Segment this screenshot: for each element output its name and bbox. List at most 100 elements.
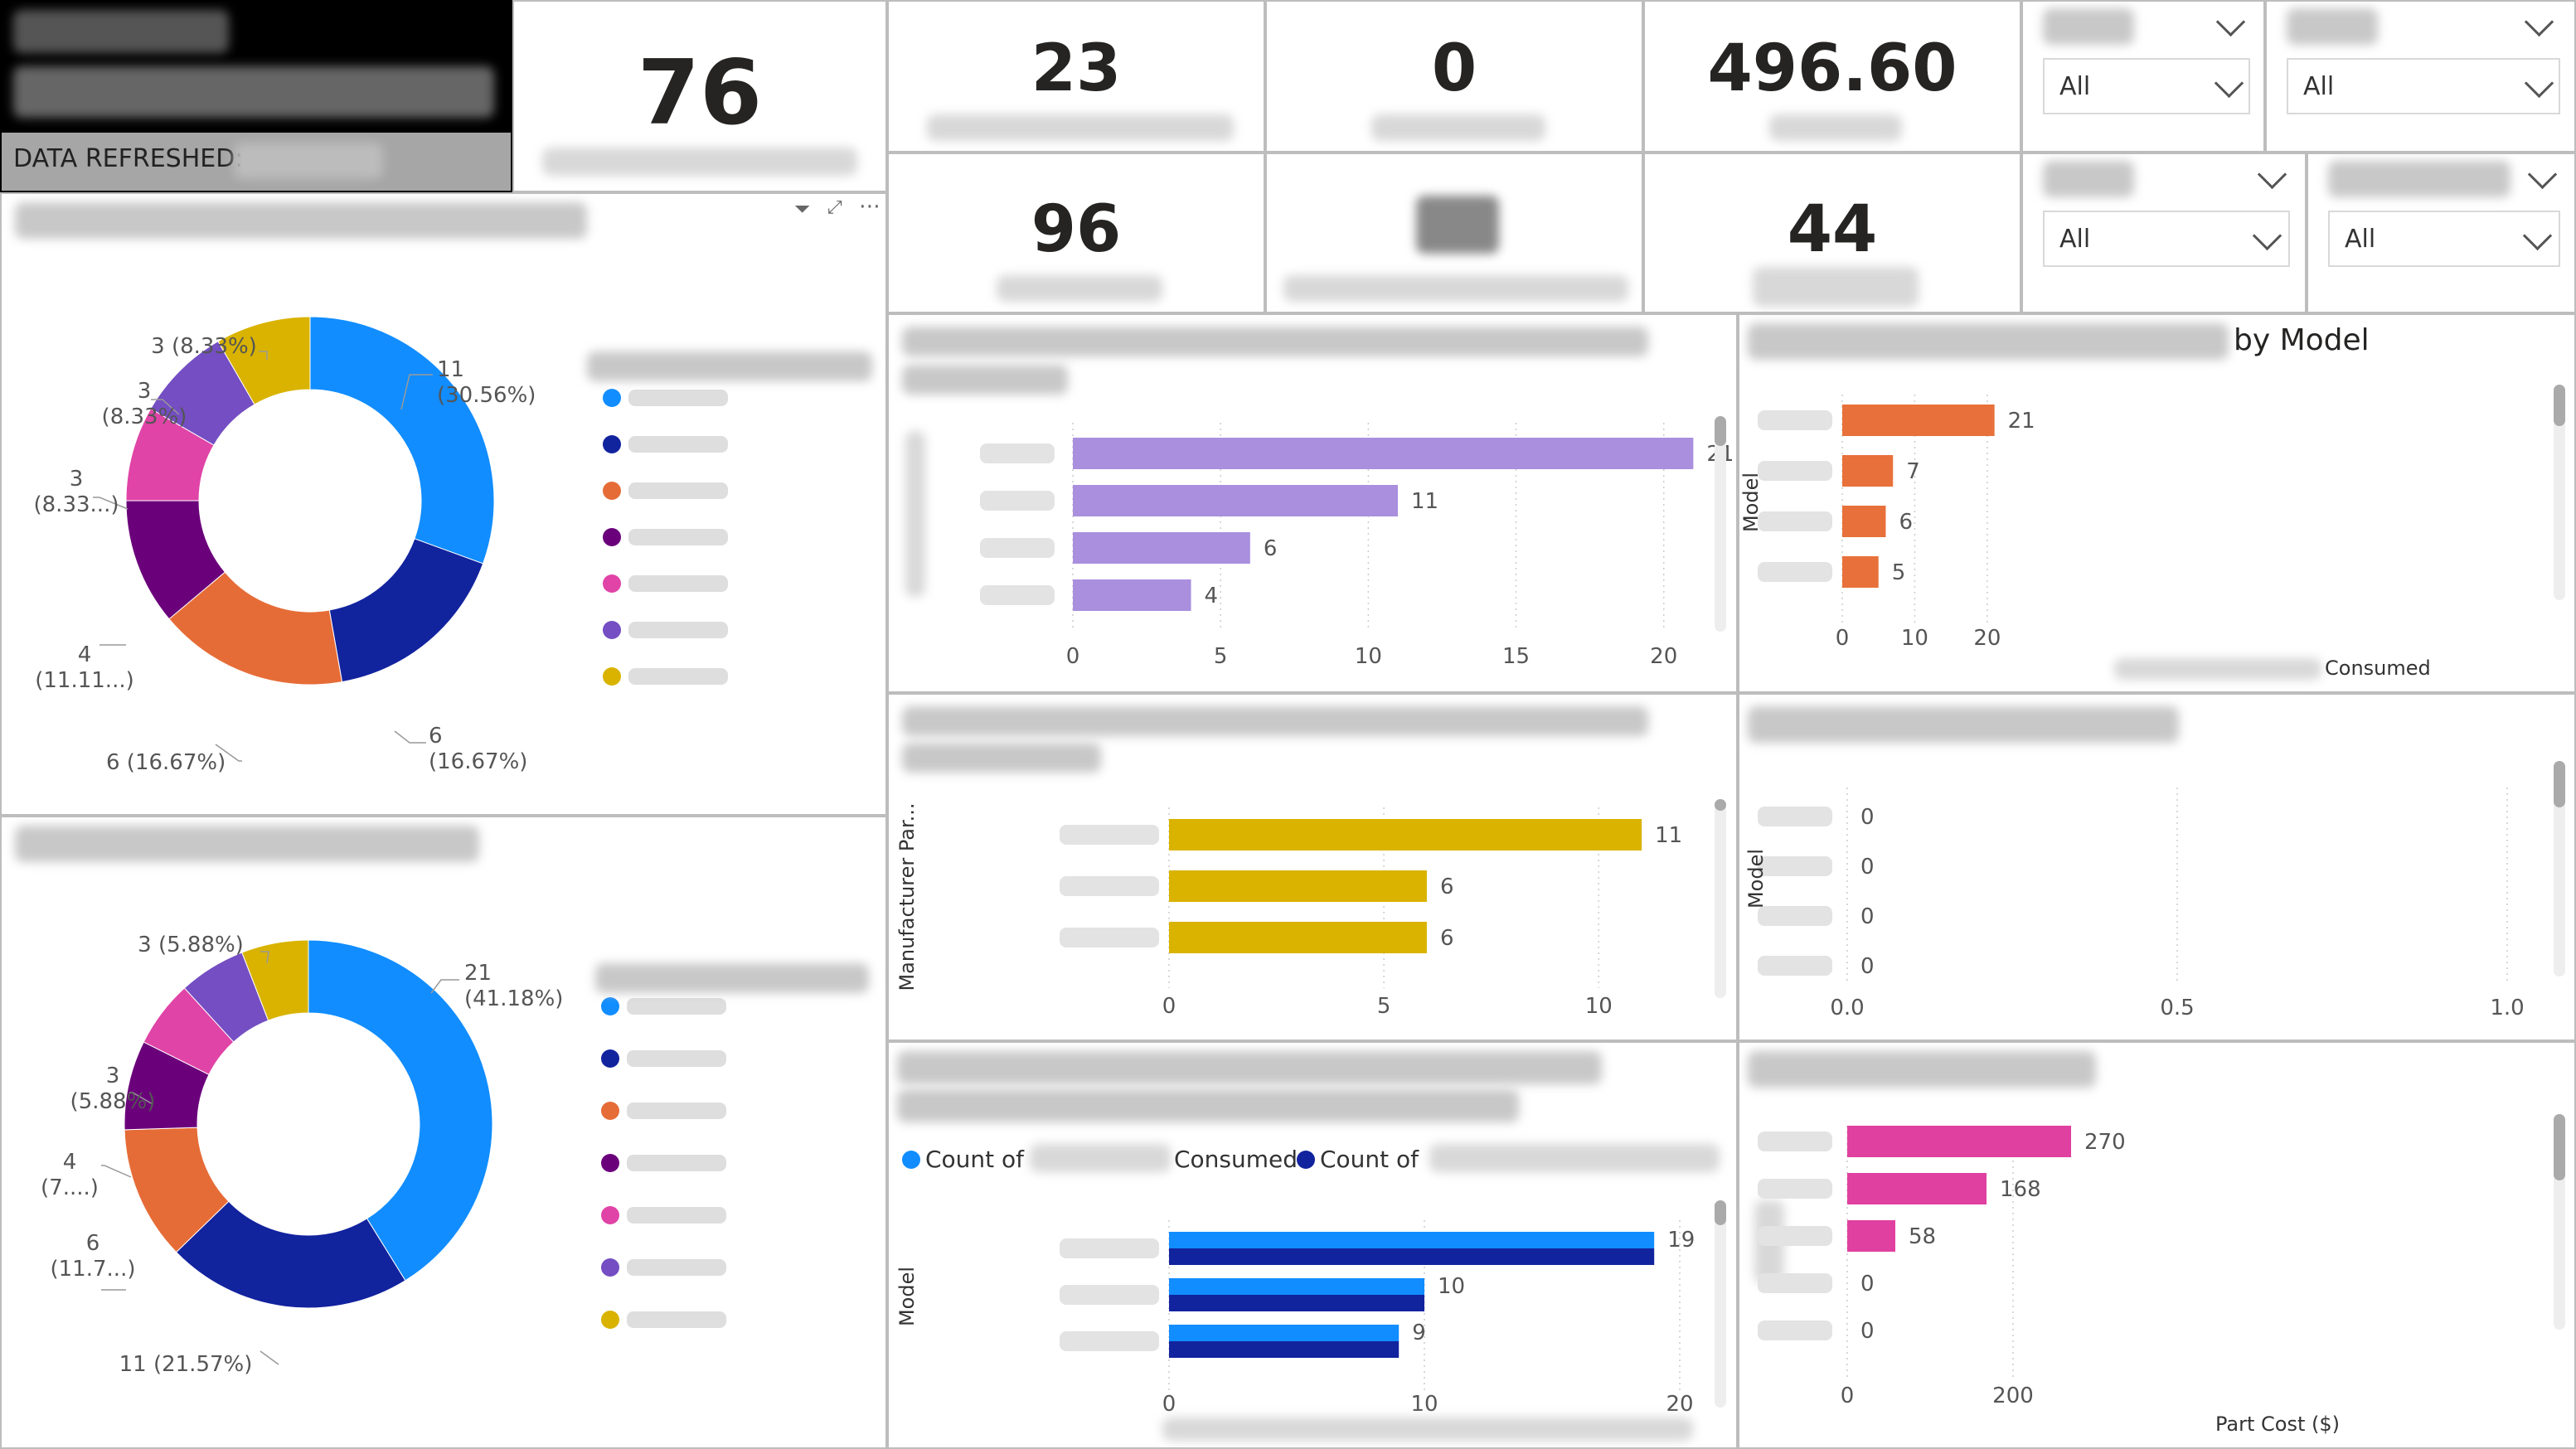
- bar-chart-purple: 05101520211164: [980, 423, 1734, 669]
- kpi-label-redacted: [927, 114, 1234, 141]
- donut-slice: [241, 939, 309, 1021]
- slicer-value-text: All: [2059, 224, 2091, 254]
- legend-blue: Count of Consumed Count of: [902, 1142, 1731, 1175]
- category-label-redacted: [1758, 1273, 1832, 1293]
- chart-title-redacted: [1748, 323, 2229, 360]
- leader-line: [93, 497, 129, 510]
- kpi-card-2: 23: [887, 0, 1265, 153]
- data-label: 0: [1860, 1272, 1875, 1296]
- kpi-label-redacted: [542, 148, 857, 176]
- slicer-value-text: All: [2345, 224, 2376, 254]
- data-label: 9: [1412, 1321, 1426, 1345]
- data-label: 3: [70, 467, 84, 492]
- scrollbar[interactable]: [1715, 799, 1726, 998]
- slicer-dropdown-2[interactable]: All: [2287, 58, 2560, 114]
- refresh-timestamp-redacted: [234, 143, 383, 179]
- kpi-value-3: 0: [1431, 32, 1477, 106]
- filter-icon[interactable]: ⏷: [794, 197, 811, 220]
- kpi-label-redacted: [1769, 114, 1902, 141]
- data-label: 6: [1440, 926, 1454, 951]
- bar: [1169, 1341, 1400, 1358]
- bar-chart-blue: 0 10 20 19 10 9 Model: [895, 1220, 1695, 1417]
- slicer-dropdown-3[interactable]: All: [2043, 211, 2290, 267]
- slicer-title-redacted: [2328, 161, 2511, 197]
- data-label: 10: [1438, 1274, 1465, 1299]
- bar: [1847, 1220, 1895, 1252]
- scrollbar[interactable]: [1715, 1200, 1726, 1408]
- kpi-card-5: 96: [887, 153, 1265, 313]
- kpi-value-1: 76: [637, 41, 763, 145]
- donut-slice: [308, 939, 493, 1282]
- legend-dot: [902, 1151, 920, 1169]
- slicer-dropdown-4[interactable]: All: [2328, 211, 2560, 267]
- focus-mode-icon[interactable]: ⤢: [827, 197, 842, 218]
- legend-dot: [603, 574, 621, 593]
- bar: [1169, 1278, 1424, 1295]
- chevron-down-icon: [2524, 68, 2554, 99]
- donut-chart-1-tile: ⏷ ⤢ ⋯ 11 (30.56%) 6 (16.67%) 6 (16.67%) 4 (11.…: [0, 192, 887, 816]
- data-label: 4: [1205, 584, 1219, 608]
- refresh-bar: DATA REFRESHED:: [2, 133, 511, 191]
- bar: [1842, 405, 1995, 436]
- data-label: 3: [106, 1064, 120, 1088]
- chevron-down-icon[interactable]: [2257, 159, 2287, 190]
- category-label-redacted: [1758, 1132, 1832, 1151]
- legend-label-redacted: [627, 1259, 726, 1276]
- y-axis-title: Model: [1739, 472, 1763, 532]
- data-label: (7....): [41, 1175, 99, 1200]
- leader-line: [259, 351, 268, 360]
- chevron-down-icon[interactable]: [2524, 7, 2554, 37]
- bar: [1169, 922, 1427, 953]
- data-label: (41.18%): [464, 986, 563, 1011]
- leader-line: [260, 951, 269, 964]
- x-tick-label: 15: [1502, 644, 1530, 669]
- chevron-down-icon[interactable]: [2527, 159, 2558, 190]
- legend-s2-redacted: [1429, 1144, 1720, 1172]
- donut-chart-2-tile: 21 (41.18%) 11 (21.57%) 6 (11.7...) 4 (7....) 3…: [0, 816, 887, 1449]
- kpi-value-6: 44: [1787, 192, 1878, 267]
- x-tick-label: 10: [1901, 626, 1928, 651]
- data-label: 0: [1860, 904, 1875, 929]
- donut-chart-1: 11(30.56%) 6(16.67%) 6 (16.67%) 4(11.11...)…: [34, 316, 728, 775]
- x-tick-label: 10: [1585, 994, 1613, 1019]
- legend-dot: [603, 435, 621, 453]
- kpi-label-redacted: [997, 275, 1162, 302]
- x-tick-label: 0: [1162, 1392, 1176, 1417]
- legend-label-redacted: [628, 482, 728, 499]
- scrollbar[interactable]: [2554, 1114, 2565, 1330]
- kpi-label-redacted: [1283, 275, 1628, 302]
- y-axis-title: Model: [1744, 849, 1768, 909]
- kpi-value-redacted: [1416, 196, 1499, 254]
- scrollbar[interactable]: [1715, 416, 1726, 632]
- slicer-3: All: [2021, 153, 2307, 313]
- bar: [1169, 870, 1427, 902]
- chevron-down-icon[interactable]: [2215, 7, 2246, 37]
- slicer-title-redacted: [2043, 8, 2134, 45]
- chart-title-redacted: [902, 706, 1648, 736]
- leader-line: [430, 979, 459, 994]
- slicer-dropdown-1[interactable]: All: [2043, 58, 2250, 114]
- axis-title-redacted: [1162, 1418, 1693, 1441]
- data-label: 3: [138, 379, 152, 404]
- more-options-icon[interactable]: ⋯: [859, 194, 880, 219]
- legend-label-redacted: [628, 668, 728, 685]
- legend-dot: [603, 389, 621, 407]
- scrollbar[interactable]: [2554, 761, 2565, 976]
- bar: [1169, 819, 1642, 850]
- leader-line: [260, 1350, 279, 1365]
- donut-slice: [217, 316, 311, 405]
- bar-chart-orange: 0 10 20 21 7 6 5 Model: [1739, 395, 2035, 651]
- data-label: 19: [1667, 1228, 1695, 1253]
- x-tick-label: 0: [1836, 626, 1850, 651]
- x-tick-label: 10: [1410, 1392, 1438, 1417]
- chart-title-redacted: [1748, 1051, 2096, 1088]
- data-label: 3 (8.33%): [151, 334, 257, 359]
- bar: [1169, 1232, 1655, 1248]
- scrollbar[interactable]: [2554, 385, 2565, 600]
- category-label-redacted: [1758, 1226, 1832, 1246]
- x-axis-title: Part Cost ($): [2215, 1413, 2340, 1436]
- legend-dot: [1297, 1151, 1315, 1169]
- bar: [1073, 579, 1191, 611]
- data-label: 6: [429, 724, 443, 749]
- report-title-redacted-2: [13, 66, 494, 118]
